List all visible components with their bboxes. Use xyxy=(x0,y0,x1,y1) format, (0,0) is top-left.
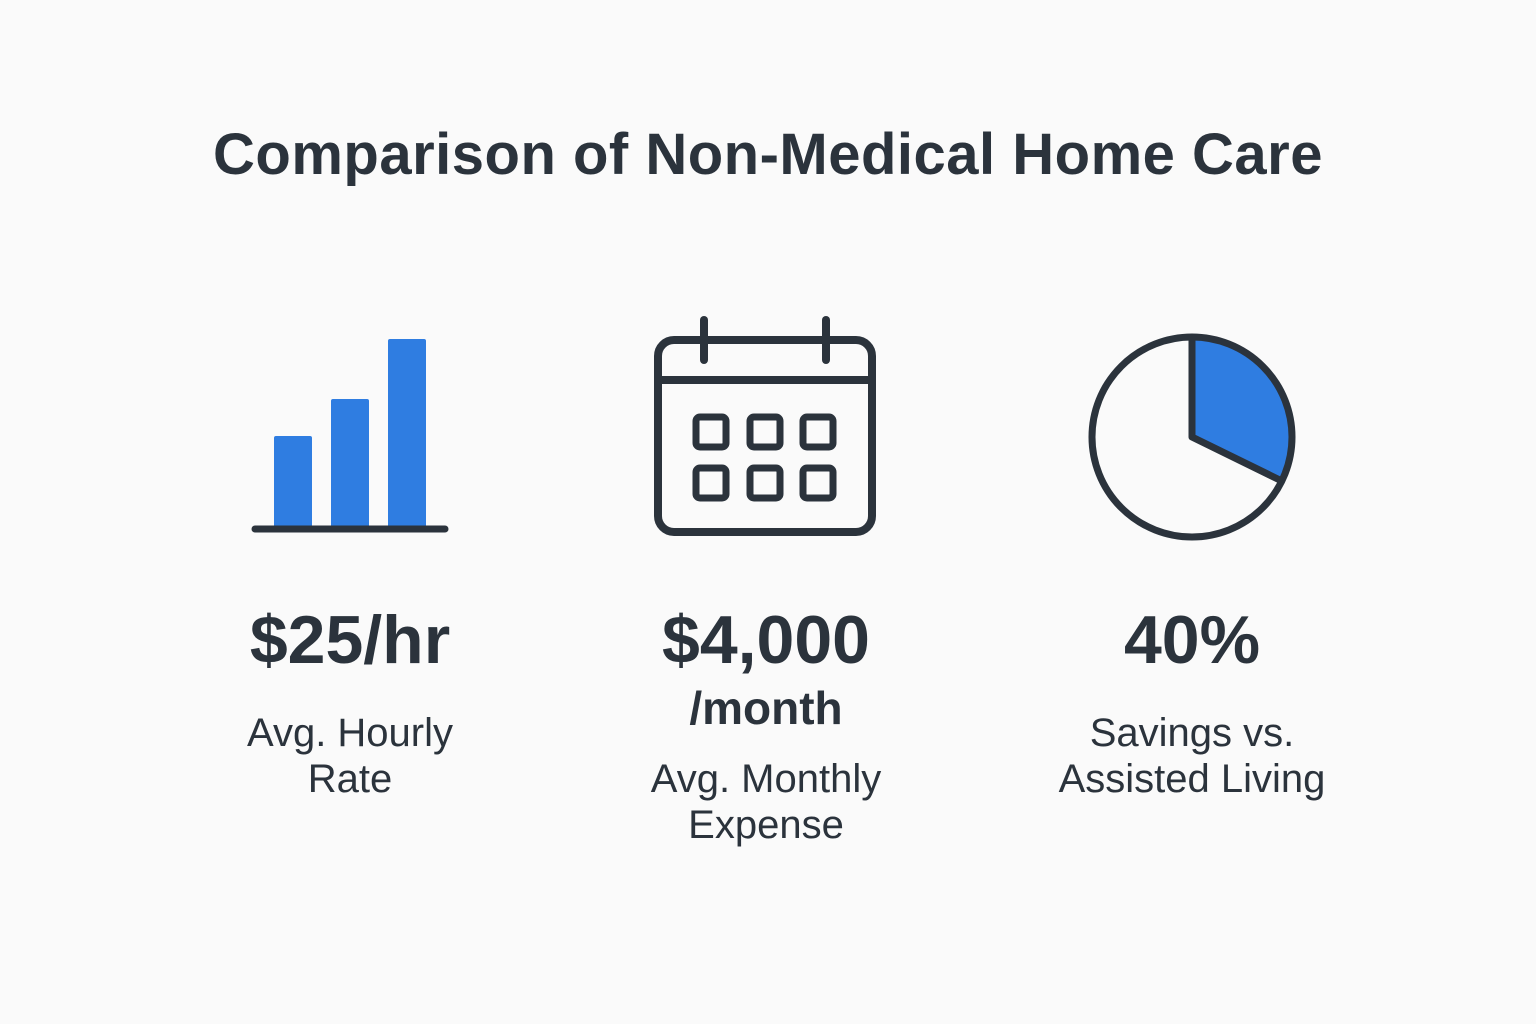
page-title: Comparison of Non-Medical Home Care xyxy=(213,122,1323,187)
savings-card: 40% Savings vs. Assisted Living xyxy=(992,300,1392,900)
monthly-expense-value-suffix: /month xyxy=(689,682,843,734)
calendar-icon-day xyxy=(799,464,837,502)
pie-chart-icon xyxy=(1088,333,1296,541)
hourly-rate-label-line-1: Avg. Hourly xyxy=(246,711,453,755)
monthly-expense-label-line-1: Avg. Monthly xyxy=(650,757,882,801)
savings-label-line-1: Savings vs. xyxy=(1089,711,1295,755)
calendar-icon-day xyxy=(746,413,784,451)
bar-chart-icon xyxy=(251,339,449,533)
calendar-icon-day xyxy=(746,464,784,502)
hourly-rate-label-line-2: Rate xyxy=(307,757,393,801)
monthly-expense-value: $4,000 xyxy=(662,602,870,678)
hourly-rate-card: $25/hr Avg. Hourly Rate xyxy=(150,300,550,900)
bar-chart-icon-bar-tall xyxy=(388,339,426,528)
bar-chart-icon-bar-short xyxy=(274,436,312,528)
pie-chart-icon-divider xyxy=(1188,337,1284,485)
calendar-icon xyxy=(654,316,876,536)
bar-chart-icon-bar-medium xyxy=(331,399,369,528)
calendar-icon-day xyxy=(799,413,837,451)
calendar-icon-day xyxy=(692,464,730,502)
monthly-expense-label-line-2: Expense xyxy=(688,803,844,847)
calendar-icon-day xyxy=(692,413,730,451)
savings-label-line-2: Assisted Living xyxy=(1058,757,1326,801)
savings-value: 40% xyxy=(1123,602,1261,678)
hourly-rate-value: $25/hr xyxy=(249,602,451,678)
monthly-expense-card: $4,000 /month Avg. Monthly Expense xyxy=(566,300,966,900)
calendar-icon-frame xyxy=(654,336,876,536)
